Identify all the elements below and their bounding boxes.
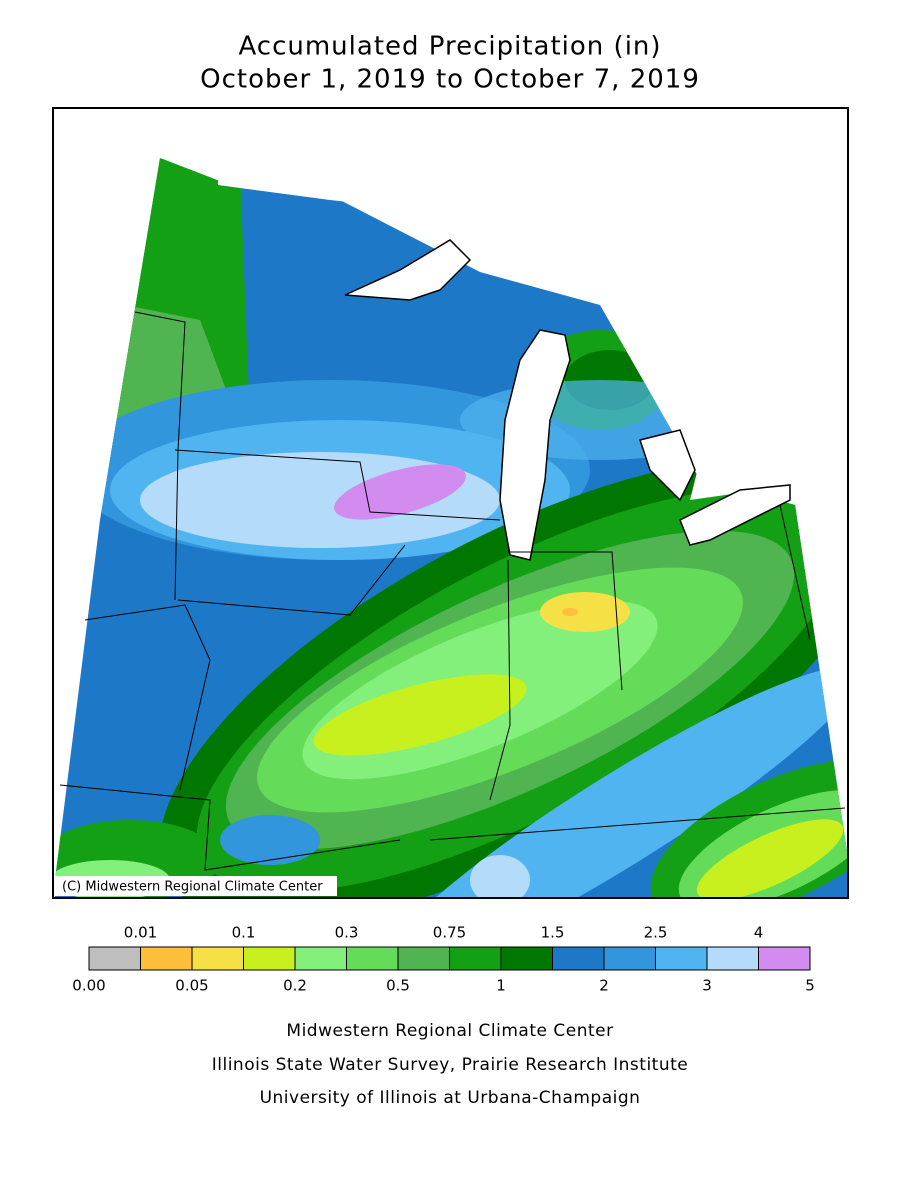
legend-swatch: [140, 946, 193, 971]
legend-label: 2.5: [644, 924, 668, 942]
legend-label: 0.05: [175, 977, 208, 995]
legend-label: 0.75: [433, 924, 466, 942]
legend-label: 5: [805, 977, 815, 995]
legend: 0.00 0.01 0.05 0.1 0.2 0.3 0.5 0.75 1 1.5 2 2.5 3 4 5: [72, 924, 814, 995]
legend-swatch: [294, 946, 347, 971]
legend-swatch: [88, 946, 141, 971]
legend-label: 4: [754, 924, 764, 942]
title-line: October 1, 2019 to October 7, 2019: [200, 65, 700, 95]
legend-swatch: [346, 946, 399, 971]
legend-label: 0.5: [386, 977, 410, 995]
legend-swatch: [243, 946, 296, 971]
title-line: Accumulated Precipitation (in): [238, 32, 661, 62]
legend-label: 0.1: [232, 924, 256, 942]
lakes-and-land: [218, 100, 795, 561]
legend-label: 1: [496, 977, 506, 995]
legend-swatch: [706, 946, 759, 971]
legend-label: 1.5: [541, 924, 565, 942]
legend-swatch: [758, 946, 811, 971]
legend-label: 0.3: [335, 924, 359, 942]
legend-swatch: [397, 946, 450, 971]
footer-line: Illinois State Water Survey, Prairie Res…: [212, 1055, 688, 1075]
footer-line: Midwestern Regional Climate Center: [286, 1021, 613, 1041]
footer-line: University of Illinois at Urbana-Champai…: [260, 1088, 641, 1108]
copyright: (C) Midwestern Regional Climate Center: [62, 880, 323, 895]
legend-label: 0.00: [72, 977, 105, 995]
legend-swatch: [552, 946, 605, 971]
legend-swatch: [603, 946, 656, 971]
copyright-box: [55, 876, 337, 896]
legend-label: 0.01: [124, 924, 157, 942]
legend-swatch: [191, 946, 244, 971]
legend-label: 2: [599, 977, 609, 995]
legend-label: 0.2: [283, 977, 307, 995]
legend-swatch: [655, 946, 708, 971]
legend-label: 3: [702, 977, 712, 995]
legend-swatch: [449, 946, 502, 971]
map-frame: [52, 107, 849, 899]
state-borders: [59, 311, 846, 871]
legend-swatch: [500, 946, 553, 971]
